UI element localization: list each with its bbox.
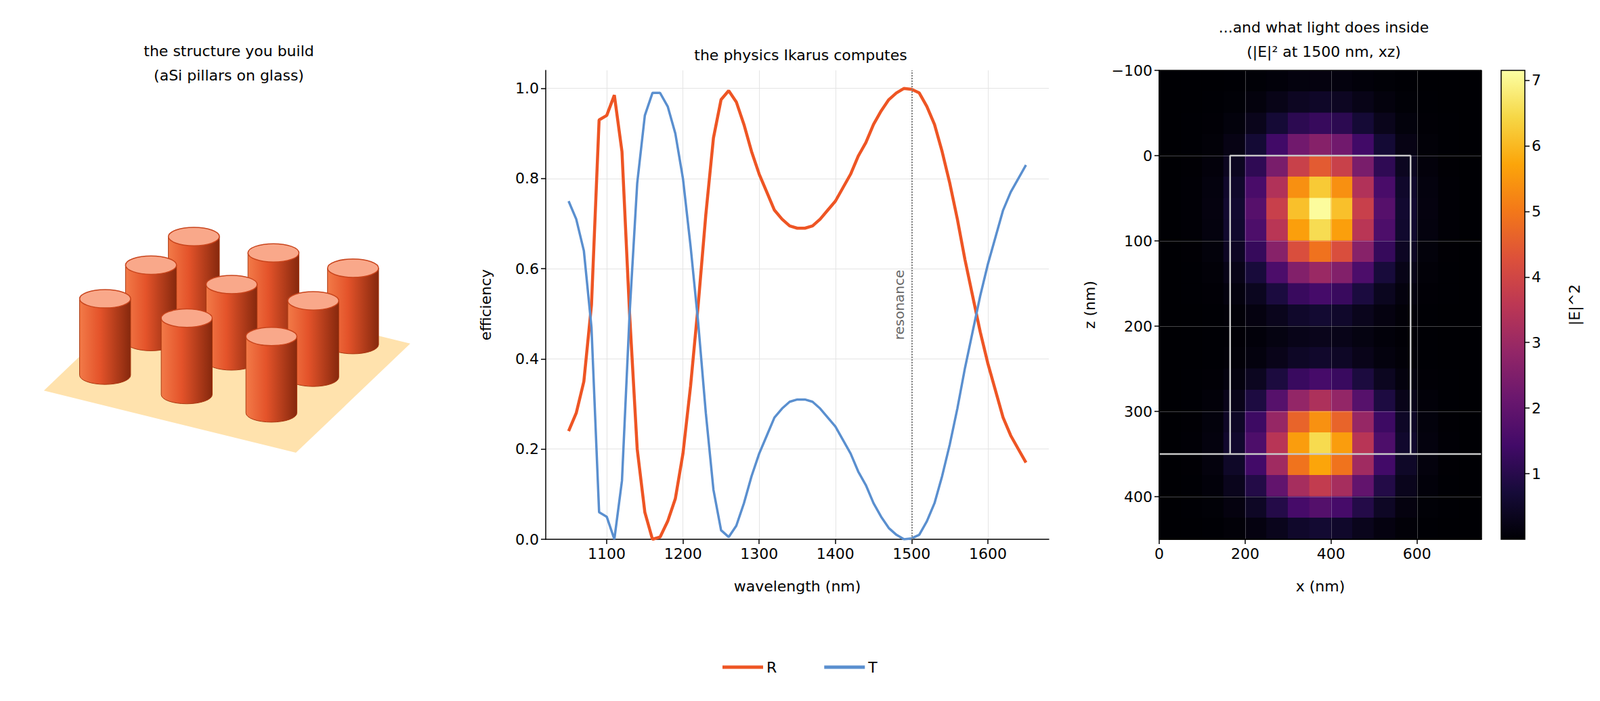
- svg-text:0: 0: [1154, 545, 1164, 563]
- svg-text:(aSi pillars on glass): (aSi pillars on glass): [153, 67, 305, 84]
- svg-text:...and what light does inside: ...and what light does inside: [1218, 18, 1430, 36]
- svg-text:1100: 1100: [587, 545, 626, 563]
- svg-text:z (nm): z (nm): [1081, 280, 1099, 330]
- svg-text:0.8: 0.8: [515, 169, 539, 187]
- svg-text:T: T: [867, 659, 878, 677]
- svg-text:the structure you build: the structure you build: [143, 42, 314, 60]
- svg-text:0: 0: [1142, 147, 1153, 165]
- svg-text:400: 400: [1123, 488, 1153, 506]
- svg-text:(|E|² at 1500 nm, xz): (|E|² at 1500 nm, xz): [1246, 43, 1401, 61]
- svg-text:6: 6: [1531, 137, 1542, 155]
- svg-text:|E|^2: |E|^2: [1566, 284, 1584, 326]
- svg-text:400: 400: [1316, 545, 1346, 563]
- svg-text:3: 3: [1531, 334, 1542, 352]
- svg-text:x (nm): x (nm): [1295, 578, 1346, 596]
- svg-text:0.6: 0.6: [515, 260, 539, 278]
- svg-text:R: R: [766, 659, 777, 677]
- svg-text:0.4: 0.4: [515, 350, 539, 368]
- svg-text:100: 100: [1123, 232, 1153, 250]
- svg-text:200: 200: [1230, 545, 1260, 563]
- svg-text:600: 600: [1402, 545, 1432, 563]
- svg-text:1500: 1500: [892, 545, 931, 563]
- svg-text:wavelength (nm): wavelength (nm): [733, 578, 862, 596]
- svg-text:0.0: 0.0: [515, 531, 539, 549]
- svg-text:1: 1: [1531, 465, 1542, 483]
- svg-text:0.2: 0.2: [515, 440, 539, 458]
- svg-text:4: 4: [1531, 268, 1542, 286]
- svg-text:−100: −100: [1111, 62, 1153, 80]
- svg-text:300: 300: [1123, 403, 1153, 421]
- svg-text:1600: 1600: [968, 545, 1007, 563]
- svg-text:1200: 1200: [664, 545, 703, 563]
- svg-text:the physics Ikarus computes: the physics Ikarus computes: [694, 46, 907, 64]
- svg-text:1400: 1400: [816, 545, 855, 563]
- svg-text:efficiency: efficiency: [477, 269, 495, 342]
- svg-text:1300: 1300: [740, 545, 778, 563]
- svg-text:7: 7: [1531, 71, 1542, 89]
- svg-text:1.0: 1.0: [515, 79, 539, 97]
- svg-text:resonance: resonance: [891, 270, 908, 341]
- svg-text:2: 2: [1531, 400, 1542, 418]
- svg-text:200: 200: [1123, 318, 1153, 336]
- svg-text:5: 5: [1531, 203, 1542, 221]
